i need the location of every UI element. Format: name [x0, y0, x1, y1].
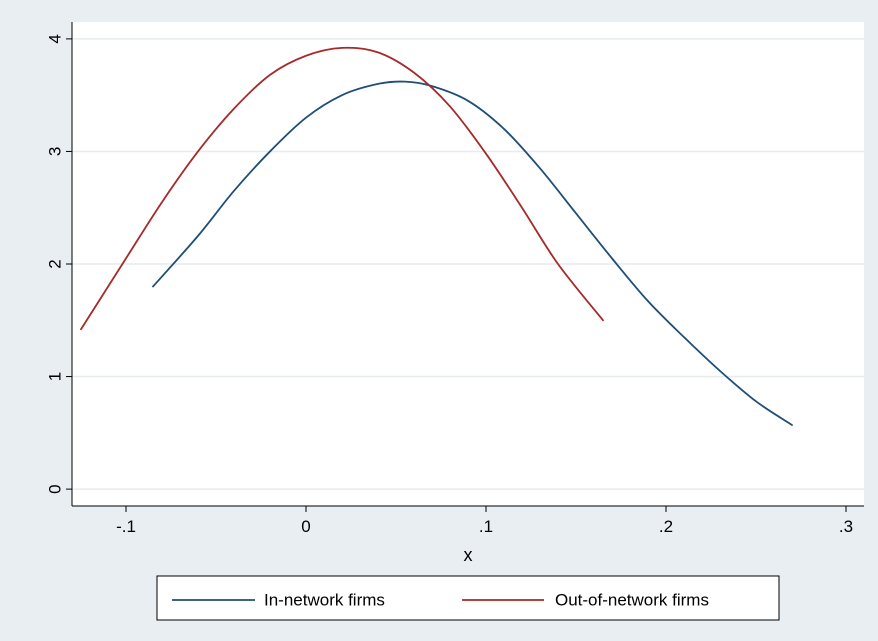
legend: In-network firms Out-of-network firms: [156, 575, 780, 621]
series-line-out-of-network-firms: [80, 46, 604, 331]
y-tick-label: 4: [46, 34, 65, 43]
x-tick-label: .1: [479, 517, 493, 536]
x-tick-label: .2: [659, 517, 673, 536]
series-lines: [80, 46, 793, 426]
x-tick-label: 0: [301, 517, 310, 536]
ticks: 0 1 2 3 4 -.1 0 .1 .2 .3: [46, 34, 854, 536]
x-tick-label: -.1: [116, 517, 136, 536]
x-axis-title: x: [464, 545, 473, 565]
legend-box: [156, 575, 780, 621]
legend-label: In-network firms: [264, 591, 385, 610]
y-tick-label: 3: [46, 147, 65, 156]
y-tick-label: 0: [46, 484, 65, 493]
series-line-in-network-firms: [152, 80, 793, 426]
x-tick-label: .3: [839, 517, 853, 536]
y-tick-label: 2: [46, 259, 65, 268]
y-tick-label: 1: [46, 372, 65, 381]
gridlines: [72, 38, 864, 490]
legend-label: Out-of-network firms: [555, 591, 709, 610]
